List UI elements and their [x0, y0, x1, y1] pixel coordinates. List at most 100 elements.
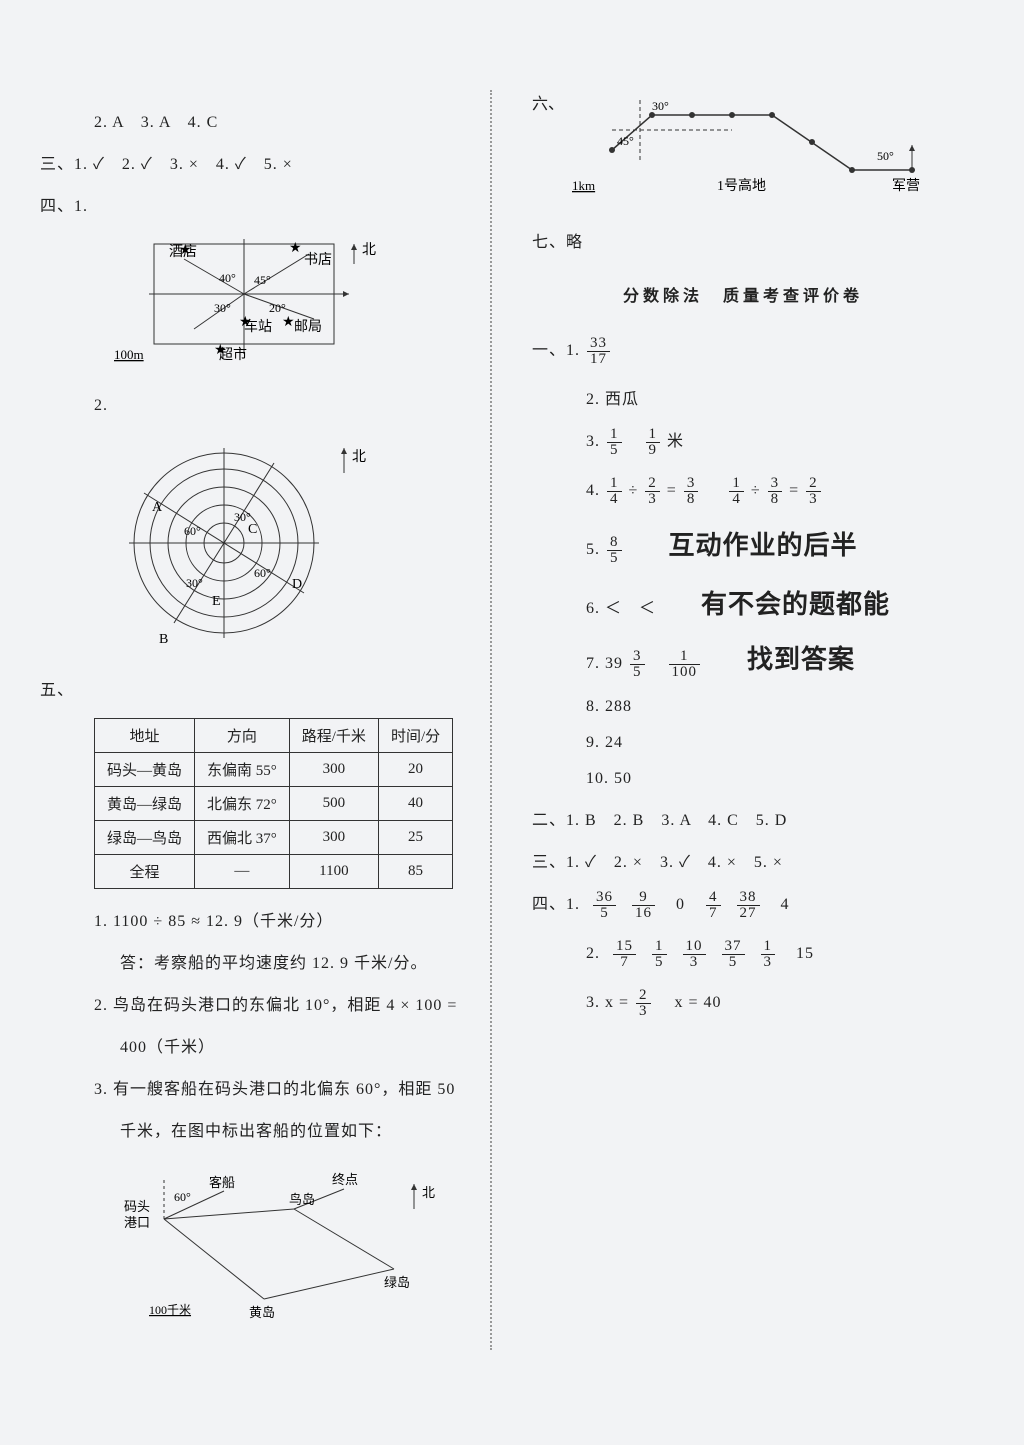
label-niaodao: 鸟岛: [289, 1192, 315, 1207]
fraction: 3317: [587, 336, 610, 367]
th: 地址: [95, 719, 195, 753]
fraction: 1100: [669, 649, 701, 680]
label-post: 邮局: [294, 319, 322, 335]
fraction: 19: [646, 427, 661, 458]
table-header-row: 地址 方向 路程/千米 时间/分: [95, 719, 453, 753]
section-four-1: 四、1.: [40, 192, 492, 216]
yi-8: 8. 288: [586, 698, 984, 716]
label: 3.: [586, 433, 600, 450]
yi-4: 4. 14 ÷ 23 = 38 14 ÷ 38 = 23: [586, 476, 984, 507]
q2-line-a: 2. 鸟岛在码头港口的东偏北 10°，相距 4 × 100 =: [94, 991, 492, 1015]
yi-9: 9. 24: [586, 734, 984, 752]
q1-line-a: 1. 1100 ÷ 85 ≈ 12. 9（千米/分）: [94, 907, 492, 931]
fraction: 157: [613, 939, 636, 970]
section-title: 分数除法 质量考查评价卷: [502, 282, 984, 306]
dot-icon: [689, 112, 695, 118]
unit: 米: [667, 433, 684, 450]
table-row: 全程—110085: [95, 855, 453, 889]
fraction: 13: [761, 939, 776, 970]
edge: [164, 1219, 264, 1299]
angle-60: 60°: [174, 1190, 191, 1204]
fraction: 375: [722, 939, 745, 970]
label-gangkou: 港口: [124, 1215, 150, 1230]
fraction: 14: [607, 476, 622, 507]
fraction: 23: [645, 476, 660, 507]
page: 2. A 3. A 4. C 三、1. ✓ 2. ✓ 3. × 4. ✓ 5. …: [0, 0, 1024, 1445]
angle-40: 40°: [219, 271, 236, 285]
section-three: 三、1. ✓ 2. ✓ 3. × 4. ✓ 5. ×: [40, 150, 492, 174]
label-huangdao: 黄岛: [249, 1305, 275, 1320]
label: 2.: [94, 397, 108, 414]
angle-45: 45°: [254, 273, 271, 287]
yi-1: 一、1. 3317: [532, 336, 984, 367]
fraction: 3827: [737, 890, 760, 921]
north-label: 北: [362, 242, 376, 258]
table-row: 绿岛—鸟岛西偏北 37°30025: [95, 821, 453, 855]
si2-3: 3. x = 23 x = 40: [586, 988, 984, 1019]
north-label: 北: [352, 449, 366, 465]
fraction: 365: [593, 890, 616, 921]
number: 15: [791, 945, 814, 962]
yi-7: 7. 39 35 1100 找到答案: [586, 639, 984, 680]
handwriting-note: 找到答案: [747, 639, 855, 676]
fraction: 38: [768, 476, 783, 507]
label: 五、: [40, 682, 74, 699]
label: 四、1.: [532, 896, 580, 913]
diagram1-svg: 酒店 ★ ★ 书店 40° 45° 30° 20° 车站 ★ ★ 邮局 超市 ★…: [94, 234, 394, 374]
label-lvdao: 绿岛: [384, 1275, 410, 1290]
label: 2.: [586, 945, 600, 962]
section-five: 五、: [40, 676, 492, 700]
angle-label: 30°: [234, 510, 251, 524]
label-bookstore: 书店: [304, 252, 332, 268]
yi-6: 6. ＜ ＜ 有不会的题都能: [586, 584, 984, 621]
column-divider: [490, 90, 492, 1350]
star-icon: ★: [289, 241, 302, 256]
right-column: 六、 30° 45° 50° 1号高地 军营 1km: [502, 90, 984, 1405]
fraction: 23: [636, 988, 651, 1019]
scale-label: 100m: [114, 347, 144, 362]
fraction: 35: [630, 649, 645, 680]
diagram-radar: A B C D E 30° 60° 30° 60° 北: [94, 433, 492, 658]
star-icon: ★: [239, 315, 252, 330]
angle-label: 60°: [254, 566, 271, 580]
label: 5.: [586, 541, 600, 558]
fraction: 14: [729, 476, 744, 507]
angle-label: 30°: [186, 576, 203, 590]
q3-line-b: 千米，在图中标出客船的位置如下：: [120, 1117, 492, 1141]
answer-line: 2. A 3. A 4. C: [94, 108, 492, 132]
section-san2: 三、1. ✓ 2. × 3. ✓ 4. × 5. ×: [532, 848, 984, 872]
point-c: C: [248, 522, 257, 537]
angle-label: 60°: [184, 524, 201, 538]
point-d: D: [292, 577, 302, 592]
scale-label: 1km: [572, 178, 595, 193]
label: 4.: [586, 482, 600, 499]
q2-line-b: 400（千米）: [120, 1033, 492, 1057]
scale-label: 100千米: [149, 1303, 191, 1317]
section-six: 六、 30° 45° 50° 1号高地 军营 1km: [532, 90, 984, 210]
star-icon: ★: [214, 343, 227, 358]
point-b: B: [159, 632, 168, 647]
angle-50: 50°: [877, 149, 894, 163]
angle-45: 45°: [617, 134, 634, 148]
number: 0: [671, 896, 690, 913]
fraction: 15: [652, 939, 667, 970]
q1-line-b: 答：考察船的平均速度约 12. 9 千米/分。: [120, 949, 492, 973]
section-er: 二、1. B 2. B 3. A 4. C 5. D: [532, 806, 984, 830]
path-line: [612, 115, 912, 170]
section-four-2-label: 2.: [94, 397, 492, 415]
angle-30: 30°: [214, 301, 231, 315]
edge: [164, 1209, 294, 1219]
point-a: A: [152, 500, 163, 515]
label: 六、: [532, 90, 572, 114]
label: 3. x =: [586, 994, 629, 1011]
label-zhongdian: 终点: [332, 1172, 358, 1187]
th: 方向: [195, 719, 290, 753]
label-gaodi: 1号高地: [717, 177, 766, 194]
dot-icon: [609, 147, 615, 153]
table-row: 黄岛—绿岛北偏东 72°50040: [95, 787, 453, 821]
answer: 6. ＜ ＜: [586, 600, 656, 617]
dot-icon: [849, 167, 855, 173]
diagram3-svg: 码头 港口 60° 客船 鸟岛 终点 绿岛 黄岛 100千米 北: [94, 1159, 454, 1329]
yi-3: 3. 15 19 米: [586, 427, 984, 458]
dot-icon: [769, 112, 775, 118]
